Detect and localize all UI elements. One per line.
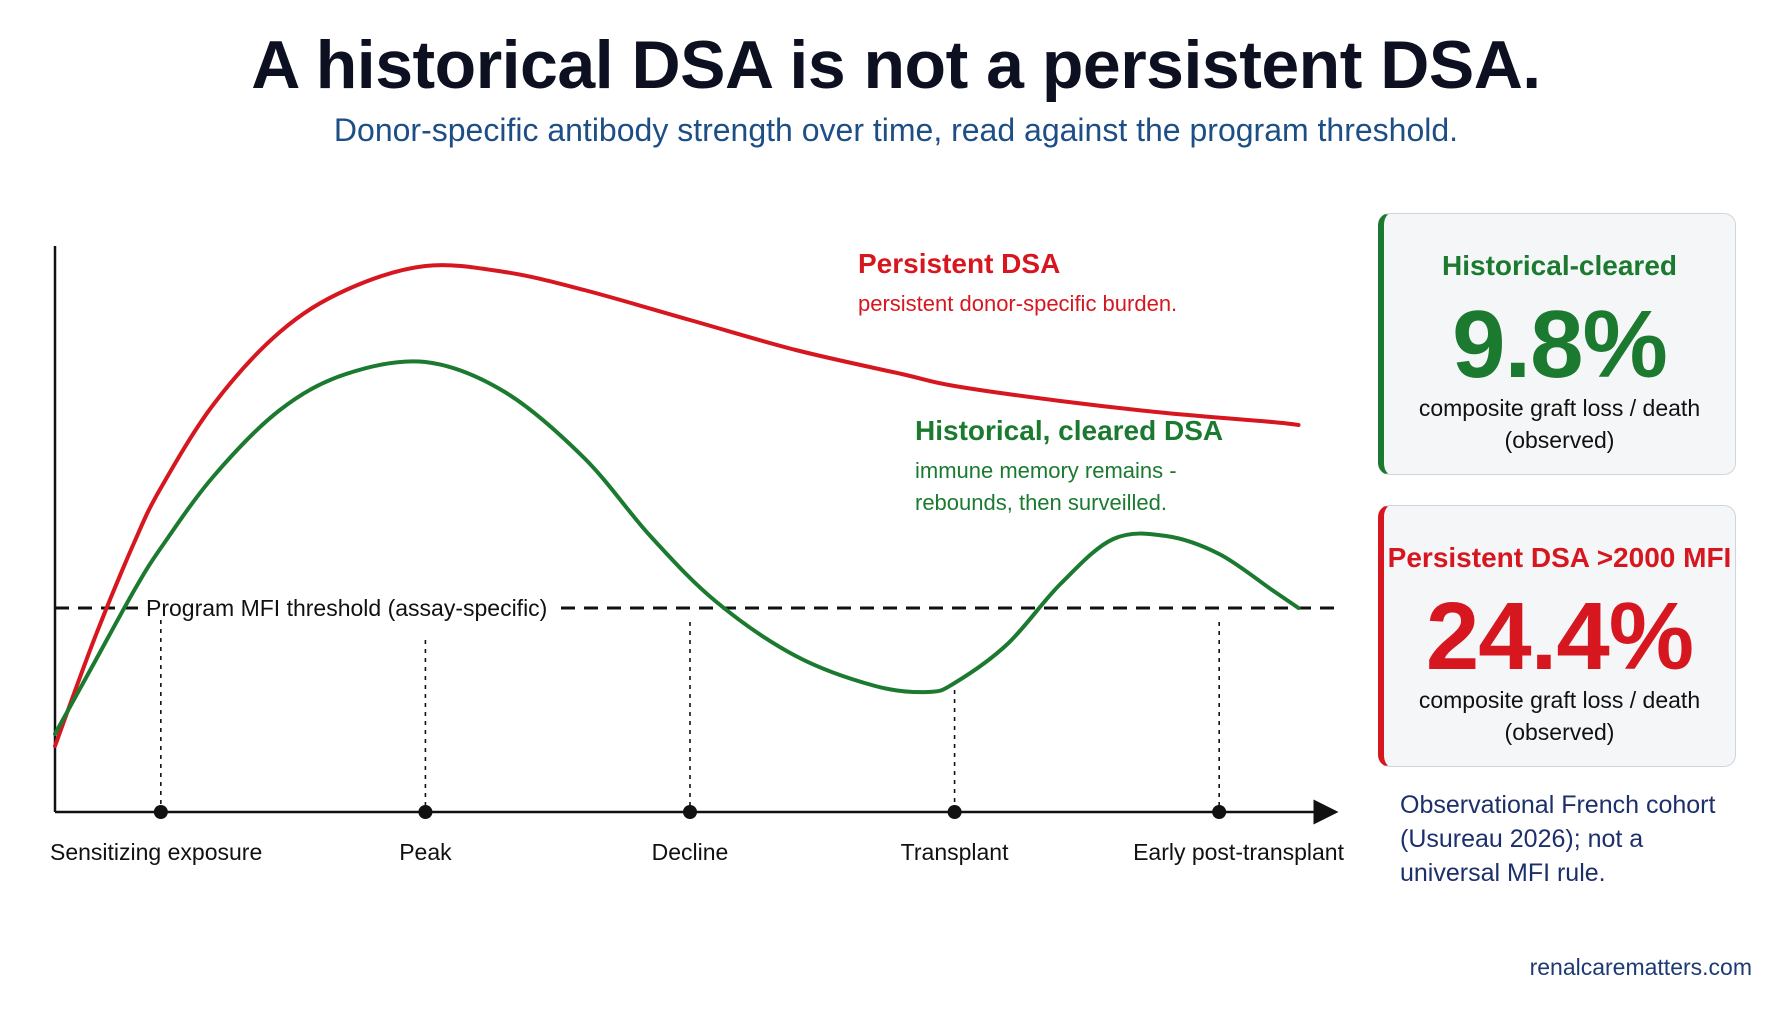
cohort-note-line2: (Usureau 2026); not a: [1400, 825, 1644, 853]
historical-series-note-line1: immune memory remains -: [915, 458, 1177, 483]
historical-series-note-line2: rebounds, then surveilled.: [915, 490, 1167, 515]
threshold-label-bg: [140, 588, 552, 624]
persistent-series-label: Persistent DSA: [858, 248, 1060, 279]
persistent-dsa-desc-line1: composite graft loss / death: [1418, 687, 1701, 713]
cohort-note: Observational French cohort (Usureau 202…: [1400, 788, 1740, 890]
historical-cleared-value: 9.8%: [1452, 291, 1668, 398]
x-tick-label: Transplant: [901, 839, 1009, 865]
persistent-dsa-label: Persistent DSA >2000 MFI: [1387, 542, 1732, 573]
x-tick-label: Decline: [652, 839, 729, 865]
cohort-note-line3: universal MFI rule.: [1400, 859, 1606, 887]
persistent-dsa-line: [53, 263, 1301, 748]
timeline-point: [1212, 805, 1227, 819]
timeline-point: [418, 805, 433, 819]
persistent-series-note: persistent donor-specific burden.: [858, 291, 1177, 316]
timeline-point: [947, 805, 962, 819]
historical-cleared-desc-line2: (observed): [1504, 427, 1615, 453]
footer-url[interactable]: renalcarematters.com: [1529, 954, 1752, 980]
persistent-dsa-card: Persistent DSA >2000 MFI 24.4% composite…: [1378, 505, 1736, 767]
timeline-point: [153, 805, 168, 819]
cohort-note-line1: Observational French cohort: [1400, 791, 1716, 819]
x-tick-label: Early post-transplant: [1133, 839, 1345, 865]
threshold-label: Program MFI threshold (assay-specific): [146, 595, 547, 621]
historical-cleared-card: Historical-cleared 9.8% composite graft …: [1378, 213, 1736, 475]
timeline-point: [683, 805, 697, 819]
page-subtitle: Donor-specific antibody strength over ti…: [333, 112, 1459, 148]
x-tick-label: Peak: [399, 839, 452, 865]
persistent-dsa-desc-line2: (observed): [1504, 719, 1615, 745]
historical-cleared-desc-line1: composite graft loss / death: [1418, 395, 1701, 421]
historical-dsa-line: [53, 359, 1301, 736]
page-title: A historical DSA is not a persistent DSA…: [251, 27, 1541, 103]
persistent-dsa-value: 24.4%: [1425, 583, 1694, 690]
historical-cleared-label: Historical-cleared: [1442, 250, 1677, 281]
x-tick-label: Sensitizing exposure: [50, 839, 262, 865]
historical-series-label: Historical, cleared DSA: [915, 415, 1223, 446]
